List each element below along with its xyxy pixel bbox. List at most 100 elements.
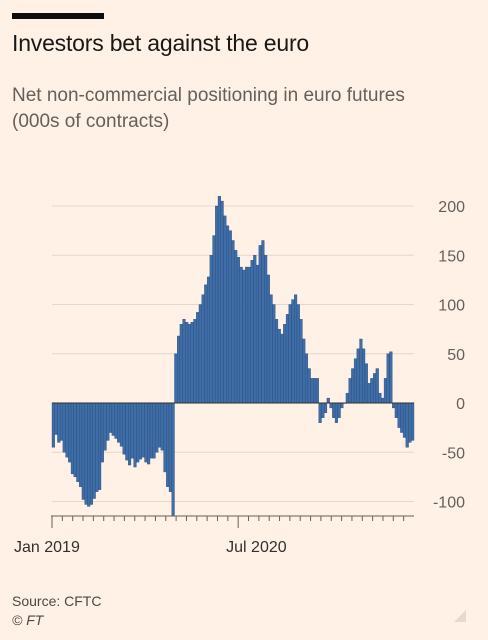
bar [174, 353, 178, 404]
bar [138, 402, 142, 460]
bar [125, 402, 129, 461]
bar [87, 402, 91, 507]
bar-chart: Jan 2019 Jul 2020 200 150 100 50 0 -50 -100 [14, 195, 465, 556]
bar [179, 324, 183, 404]
bar [356, 348, 360, 404]
x-tick-label: Jul 2020 [226, 539, 287, 556]
bar [228, 230, 232, 404]
y-tick-label: 200 [438, 199, 465, 216]
bar [152, 402, 156, 459]
bar [264, 255, 268, 404]
bar [283, 324, 287, 404]
bar [280, 333, 284, 404]
bar [269, 294, 273, 404]
bar [310, 378, 314, 404]
bar [133, 402, 137, 468]
bar [245, 266, 249, 404]
bar [168, 402, 172, 492]
chart-subtitle: Net non-commercial positioning in euro f… [12, 85, 405, 132]
bar [255, 264, 260, 404]
bar [103, 402, 107, 451]
bar [204, 284, 208, 404]
bar [130, 402, 134, 459]
bar [62, 402, 66, 453]
bar [187, 324, 191, 404]
bar [291, 299, 295, 404]
bar [411, 402, 415, 441]
bar [367, 383, 371, 404]
bar [114, 402, 118, 439]
bar [141, 402, 145, 458]
bar [155, 402, 159, 453]
bar [215, 205, 219, 404]
bar [206, 276, 211, 404]
bar [136, 402, 140, 463]
bar [171, 402, 175, 517]
x-tick-label: Jan 2019 [14, 539, 80, 556]
bar [332, 402, 336, 418]
corner-fold-icon [454, 610, 466, 622]
bar [81, 402, 85, 500]
bar [353, 358, 358, 404]
bar [364, 363, 368, 404]
bar [185, 322, 189, 404]
y-tick-label: -100 [433, 495, 465, 512]
bar [315, 378, 319, 404]
bar [177, 335, 181, 404]
bar [326, 397, 330, 404]
bar [313, 378, 317, 404]
bar [76, 402, 80, 482]
bar [337, 402, 341, 418]
bar [70, 402, 74, 475]
bar [117, 402, 121, 443]
bar [318, 402, 322, 423]
bar [294, 294, 298, 404]
y-tick-label: -50 [442, 445, 465, 462]
bar [84, 402, 88, 505]
bar [375, 368, 379, 404]
chart-title: Investors bet against the euro [12, 30, 310, 56]
bar [92, 402, 96, 499]
bar [304, 353, 309, 404]
bar [394, 402, 398, 418]
bar [119, 402, 123, 447]
bar [296, 304, 300, 404]
bar [288, 304, 292, 404]
bar [98, 402, 102, 490]
bar [223, 215, 227, 404]
bar [266, 274, 270, 404]
bar [149, 402, 153, 459]
bar [226, 225, 230, 404]
bar [359, 338, 363, 404]
bar [372, 373, 377, 404]
bar [239, 266, 243, 404]
bar [108, 402, 113, 433]
bar [128, 402, 132, 466]
bar [258, 245, 262, 404]
bar [299, 319, 303, 404]
bar [198, 304, 202, 404]
y-tick-label: 50 [447, 347, 465, 364]
bar [100, 402, 104, 463]
bar [348, 378, 352, 404]
bar [302, 338, 306, 404]
bar [381, 397, 385, 404]
bar [147, 402, 151, 465]
bar [247, 266, 251, 404]
bar [51, 402, 55, 448]
bar [285, 314, 289, 404]
bar [324, 402, 328, 414]
bar [73, 402, 77, 478]
bar [397, 402, 401, 428]
bar [196, 312, 200, 404]
bar [122, 402, 126, 455]
bar [405, 402, 409, 448]
y-tick-label: 100 [438, 298, 465, 315]
bar [275, 319, 279, 404]
x-axis: Jan 2019 Jul 2020 [14, 515, 414, 556]
bar [166, 402, 170, 487]
bar [95, 402, 99, 492]
bar [362, 348, 366, 404]
bar [378, 392, 382, 404]
bar [253, 255, 257, 404]
